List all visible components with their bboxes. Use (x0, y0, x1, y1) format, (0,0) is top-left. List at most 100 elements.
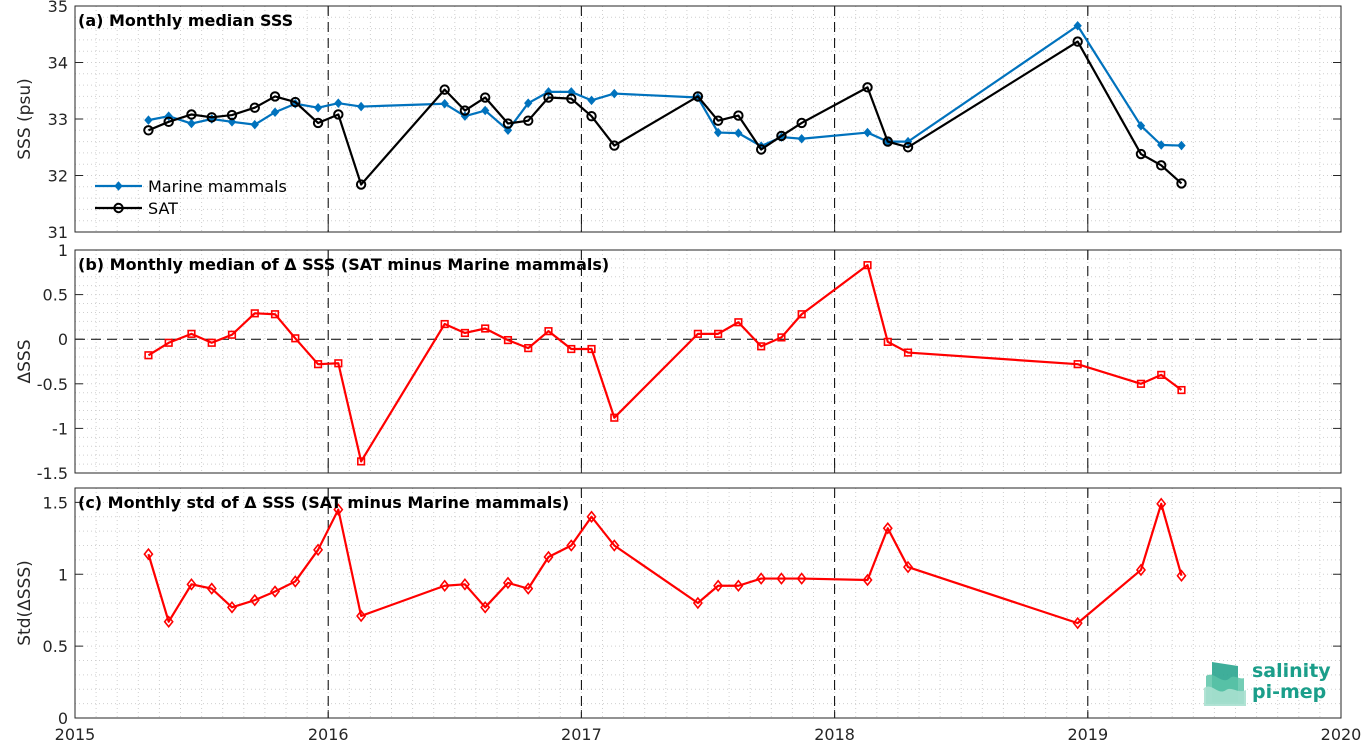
data-point (481, 324, 490, 333)
x-tick-label: 2016 (308, 725, 349, 744)
data-point (587, 95, 596, 106)
data-point (1136, 379, 1146, 388)
data-point (609, 539, 620, 552)
x-tick-label: 2018 (814, 725, 855, 744)
data-point (270, 310, 280, 319)
logo-text-line1: salinity (1252, 660, 1331, 682)
data-point (609, 140, 620, 151)
series-line (147, 502, 1183, 625)
data-point (249, 102, 260, 113)
data-point (1072, 36, 1083, 47)
data-point (693, 329, 702, 338)
data-point (797, 134, 806, 144)
legend-swatch-marker (114, 181, 123, 191)
data-point (734, 318, 743, 327)
data-point (755, 144, 767, 155)
data-point (1157, 140, 1166, 150)
data-point (312, 117, 324, 129)
data-point (713, 127, 723, 138)
data-point (144, 351, 153, 360)
data-point (776, 572, 787, 585)
plot-area (75, 250, 1341, 473)
data-point (502, 118, 514, 129)
data-point (187, 118, 196, 129)
data-point (440, 98, 449, 109)
data-point (1177, 385, 1186, 395)
data-point (163, 615, 174, 628)
series-delta-sss (143, 497, 1187, 630)
data-point (291, 334, 300, 343)
data-point (357, 457, 366, 466)
data-point (144, 115, 153, 125)
grid (75, 250, 1341, 473)
grid (75, 488, 1341, 718)
data-point (206, 582, 217, 595)
data-point (610, 413, 619, 422)
y-axis-label: Std(ΔSSS) (15, 560, 35, 646)
data-point (1073, 360, 1082, 369)
data-point (777, 333, 786, 342)
data-point (903, 348, 913, 357)
data-point (796, 572, 807, 585)
series-delta-sss (144, 261, 1186, 466)
data-point (440, 319, 449, 329)
y-tick-label: 0.5 (43, 637, 68, 656)
data-point (903, 560, 914, 574)
legend: Marine mammals SAT (95, 177, 287, 218)
y-tick-label: 31 (48, 223, 68, 242)
data-point (439, 84, 450, 95)
y-tick-label: 1.5 (43, 493, 68, 512)
data-point (1157, 370, 1166, 379)
data-point (692, 596, 703, 610)
y-tick-label: 0.5 (43, 286, 68, 305)
data-point (1072, 616, 1083, 630)
logo-wave-icon (1204, 662, 1246, 706)
data-point (566, 93, 577, 104)
data-point (712, 115, 724, 126)
data-point (1176, 178, 1187, 189)
data-point (481, 105, 490, 116)
data-point (566, 539, 577, 552)
data-point (269, 91, 281, 102)
data-point (163, 116, 174, 128)
data-point (480, 601, 491, 614)
panels: 31 32 33 34 35 SSS (psu) (a) Monthly median SS… (15, 0, 1361, 744)
data-point (356, 609, 367, 623)
data-point (524, 344, 533, 353)
data-point (227, 330, 237, 339)
data-point (713, 579, 724, 593)
y-tick-label: 0 (58, 330, 68, 349)
data-point (356, 101, 366, 112)
data-point (479, 92, 491, 103)
axes-box (74, 249, 1342, 474)
data-point (206, 112, 217, 123)
data-point (459, 105, 471, 116)
data-point (883, 337, 892, 346)
y-tick-label: 1 (58, 241, 68, 260)
y-tick-label: 32 (48, 167, 68, 186)
panel-b: -1.5 -1 -0.5 0 0.5 1 ΔSSS (b) Monthly median of… (15, 241, 1342, 483)
y-tick-label: 35 (48, 0, 68, 16)
data-point (734, 128, 743, 138)
data-point (733, 579, 744, 593)
data-point (1136, 121, 1146, 131)
data-point (586, 510, 597, 524)
data-point (187, 329, 196, 338)
data-point (757, 342, 766, 351)
data-point (863, 261, 872, 270)
data-point (333, 503, 344, 516)
axes-box (74, 487, 1342, 719)
panel-title: (c) Monthly std of Δ SSS (SAT minus Mari… (78, 493, 569, 512)
panel-a: 31 32 33 34 35 SSS (psu) (a) Monthly median SS… (15, 0, 1342, 242)
data-point (863, 127, 872, 138)
data-point (226, 601, 238, 614)
data-point (290, 96, 301, 108)
y-tick-label: -0.5 (37, 375, 68, 394)
data-point (313, 102, 323, 113)
data-point (902, 142, 914, 153)
panel-title: (b) Monthly median of Δ SSS (SAT minus M… (78, 255, 609, 274)
y-axis-label: SSS (psu) (15, 78, 35, 159)
data-point (270, 107, 280, 117)
data-point (776, 130, 787, 142)
data-point (524, 98, 533, 108)
